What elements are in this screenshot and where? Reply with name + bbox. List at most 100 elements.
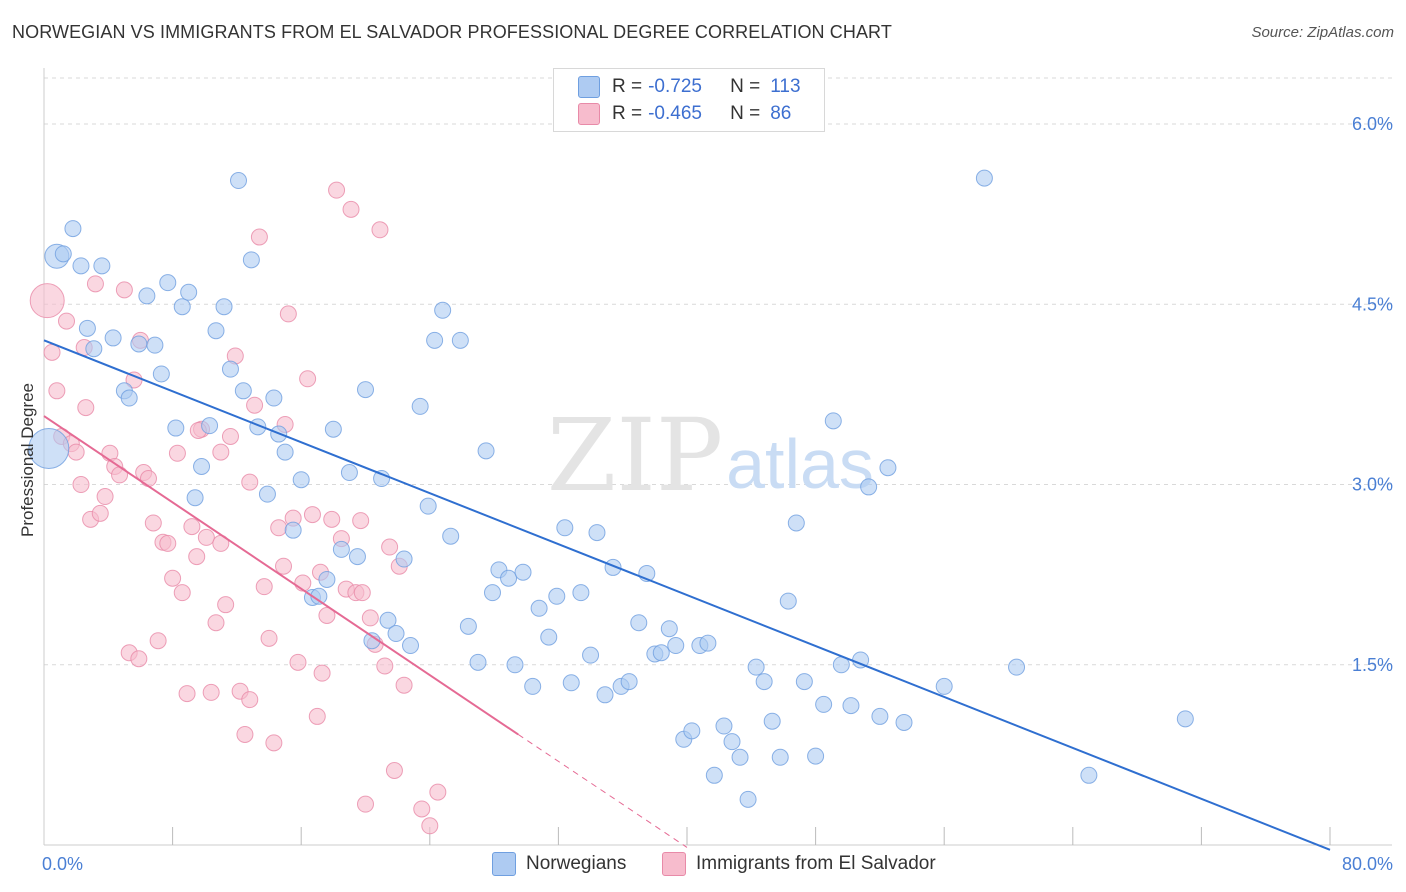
norwegians-point [104,329,122,347]
norwegians-point [771,748,789,766]
el-salvador-point [91,504,109,522]
norwegians-point [152,365,170,383]
el-salvador-point [299,370,317,388]
norwegians-point [234,382,252,400]
norwegians-point [500,569,518,587]
y-tick-label: 6.0% [1352,114,1393,134]
norwegians-point [842,697,860,715]
el-salvador-point [328,181,346,199]
el-salvador-point [303,506,321,524]
el-salvador-point [173,584,191,602]
el-salvador-point [361,609,379,627]
norwegians-point [167,419,185,437]
norwegians-point [895,713,913,731]
norwegians-point [683,722,701,740]
norwegians-point [795,673,813,691]
norwegians-point [419,497,437,515]
norwegians-point [242,251,260,269]
legend-item-norwegians: Norwegians [492,852,626,876]
norwegians-point [562,674,580,692]
el-salvador-point [241,473,259,491]
legend-swatch-blue [578,76,600,98]
el-salvador-point [207,614,225,632]
el-salvador-point [168,444,186,462]
norwegians-point [824,412,842,430]
norwegians-point [588,524,606,542]
norwegians-point [332,540,350,558]
y-tick-label: 4.5% [1352,294,1393,314]
el-salvador-point [246,396,264,414]
norwegians-point [221,360,239,378]
norwegians-point [207,322,225,340]
el-salvador-point [241,691,259,709]
norwegians-point [815,695,833,713]
el-salvador-point [250,228,268,246]
el-salvador-trend-extension [517,734,688,848]
norwegians-point [451,331,469,349]
norwegians-point [340,464,358,482]
norwegians-point [582,646,600,664]
el-salvador-point [413,800,431,818]
norwegians-point [130,335,148,353]
norwegians-point [975,169,993,187]
norwegians-point [556,519,574,537]
norwegians-point [483,584,501,602]
norwegians-point [1176,710,1194,728]
correlation-legend: R = -0.725 N = 113 R = -0.465 N = 86 [553,68,825,132]
el-salvador-point [313,664,331,682]
norwegians-point [630,614,648,632]
norwegians-point [402,637,420,655]
el-salvador-point [236,725,254,743]
norwegians-point [699,634,717,652]
norwegians-point [540,628,558,646]
legend-swatch-pink [578,103,600,125]
el-salvador-point [352,512,370,530]
norwegians-point [324,420,342,438]
norwegians-point [72,257,90,275]
norwegians-point [572,584,590,602]
norwegians-point [265,389,283,407]
norwegians-point [871,707,889,725]
y-axis-label: Professional Degree [18,383,37,537]
legend-n-label: N = [730,103,761,124]
norwegians-point [138,287,156,305]
norwegians-point [477,442,495,460]
series-legend: Norwegians Immigrants from El Salvador [0,852,1406,878]
norwegians-point [85,340,103,358]
legend-row-norwegians: R = -0.725 N = 113 [578,75,801,99]
norwegians-point [276,443,294,461]
norwegians-point [660,620,678,638]
norwegians-point [93,257,111,275]
norwegians-point [763,712,781,730]
watermark-zip: ZIP [547,397,723,514]
el-salvador-point [183,518,201,536]
el-salvador-point [421,817,439,835]
el-salvador-point [29,283,65,319]
norwegians-point [146,336,164,354]
legend-swatch-el-salvador [662,852,686,876]
legend-n-value: 86 [770,103,792,124]
el-salvador-trend-line [43,415,519,736]
norwegians-point [357,381,374,399]
el-salvador-point [144,514,162,532]
el-salvador-point [275,557,293,575]
norwegians-point [705,766,723,784]
legend-item-el-salvador: Immigrants from El Salvador [662,852,936,876]
el-salvador-point [376,657,394,675]
el-salvador-point [111,466,129,484]
legend-n-value: 113 [770,76,801,97]
norwegians-point [387,625,405,643]
el-salvador-point [188,548,206,566]
norwegians-point [173,298,191,316]
norwegians-point [78,319,96,337]
el-salvador-point [72,476,90,494]
watermark-atlas: atlas [726,425,874,503]
legend-label-el-salvador: Immigrants from El Salvador [696,853,936,874]
norwegians-point [258,485,276,503]
norwegians-point [1008,658,1026,676]
el-salvador-point [289,653,307,671]
el-salvador-point [130,650,148,668]
norwegians-point [514,563,532,581]
norwegians-point [215,298,233,316]
norwegians-point [935,677,953,695]
